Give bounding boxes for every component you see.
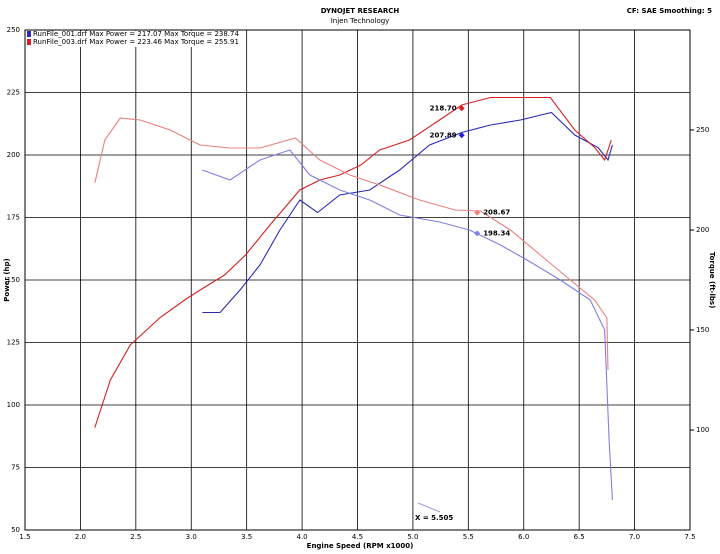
x-tick-label: 4.5 — [352, 533, 363, 541]
cursor-label: X = 5.505 — [415, 514, 453, 522]
corner-note: CF: SAE Smoothing: 5 — [627, 7, 712, 15]
y-tick-label: 125 — [7, 339, 20, 347]
marker-label: 198.34 — [483, 229, 510, 237]
y-tick-label: 200 — [7, 151, 20, 159]
y-tick-label: 50 — [11, 526, 20, 534]
x-tick-label: 7.0 — [629, 533, 640, 541]
y2-tick-label: 150 — [696, 326, 709, 334]
x-tick-label: 5.5 — [463, 533, 474, 541]
y-tick-label: 150 — [7, 276, 20, 284]
x-tick-label: 2.5 — [130, 533, 141, 541]
y-tick-label: 100 — [7, 401, 20, 409]
x-axis-title: Engine Speed (RPM x1000) — [307, 542, 414, 550]
legend-box — [26, 31, 221, 47]
data-line — [202, 111, 613, 314]
legend-swatch — [27, 31, 31, 37]
y-axis-title: Power (hp) — [3, 258, 11, 301]
marker-label: 207.89 — [430, 131, 457, 139]
legend-label: RunFile_003.drf Max Power = 223.46 Max T… — [33, 38, 239, 46]
y2-axis-title: Torque (ft-lbs) — [708, 252, 716, 309]
marker-label: 218.70 — [430, 104, 457, 112]
x-tick-label: 6.5 — [574, 533, 585, 541]
marker-label: 208.67 — [483, 209, 510, 217]
cursor-line — [417, 502, 441, 513]
x-tick-label: 1.5 — [19, 533, 30, 541]
x-tick-label: 5.0 — [407, 533, 418, 541]
x-tick-label: 3.5 — [241, 533, 252, 541]
x-tick-label: 4.0 — [297, 533, 308, 541]
data-line — [94, 117, 609, 371]
marker — [458, 105, 465, 112]
x-tick-label: 7.5 — [684, 533, 695, 541]
data-line — [202, 149, 613, 501]
chart-subtitle: Injen Technology — [331, 17, 390, 25]
y2-tick-label: 250 — [696, 126, 709, 134]
legend-swatch — [27, 39, 31, 45]
legend-label: RunFile_001.drf Max Power = 217.07 Max T… — [33, 30, 239, 38]
chart-title: DYNOJET RESEARCH — [321, 7, 400, 15]
y-tick-label: 75 — [11, 464, 20, 472]
y-tick-label: 225 — [7, 89, 20, 97]
y2-tick-label: 100 — [696, 426, 709, 434]
x-tick-label: 2.0 — [75, 533, 86, 541]
y2-tick-label: 200 — [696, 226, 709, 234]
x-tick-label: 3.0 — [186, 533, 197, 541]
marker — [458, 132, 465, 139]
x-tick-label: 6.0 — [518, 533, 529, 541]
marker — [474, 209, 481, 216]
y-tick-label: 250 — [7, 26, 20, 34]
marker — [474, 230, 481, 237]
y-tick-label: 175 — [7, 214, 20, 222]
data-line — [94, 96, 612, 428]
